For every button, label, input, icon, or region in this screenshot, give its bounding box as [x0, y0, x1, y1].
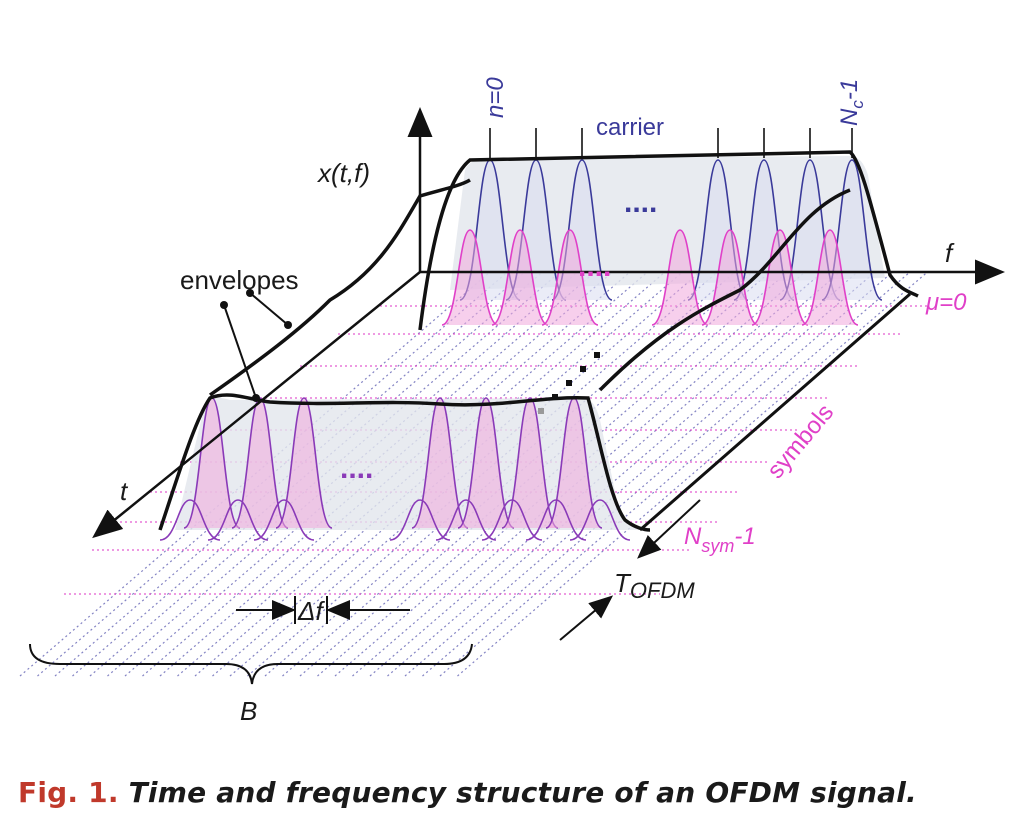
last-carrier-label: Nc-1: [836, 79, 867, 126]
bandwidth-label: B: [240, 696, 257, 726]
carrier-label: carrier: [596, 114, 664, 141]
t-ofdm-label: TOFDM: [614, 568, 695, 603]
delta-f-label: Δf: [297, 596, 325, 626]
t-axis: [92, 271, 421, 539]
t-ofdm-arrow-2: [559, 595, 614, 641]
nsym-label: Nsym-1: [684, 523, 756, 556]
ellipsis-front-purple: ....: [340, 452, 373, 485]
caption-text: Time and frequency structure of an OFDM …: [128, 776, 917, 809]
ellipsis-back-blue: ....: [624, 186, 657, 219]
mu-zero-label: μ=0: [925, 289, 967, 316]
first-carrier-label: n=0: [482, 77, 509, 118]
envelope-pointer-1: [249, 292, 289, 326]
carrier-ticks: [489, 128, 853, 158]
f-axis-label: f: [945, 238, 955, 268]
x-axis-label: x(t,f): [316, 158, 370, 188]
figure-caption: Fig. 1. Time and frequency structure of …: [18, 776, 917, 809]
time-grid-lines: [19, 271, 928, 677]
svg-text:Nc-1: Nc-1: [836, 79, 867, 126]
front-symbol: [158, 393, 651, 541]
bandwidth-brace: [29, 643, 473, 685]
envelope-pointer-2: [223, 304, 257, 399]
t-axis-label: t: [120, 476, 129, 506]
symbols-edge: [639, 292, 911, 532]
back-symbol: [208, 150, 919, 397]
caption-number: Fig. 1.: [18, 776, 119, 809]
t-ofdm-arrow-1: [637, 499, 701, 559]
ofdm-structure-diagram: x(t,f) f t n=0 Nc-1 carrier envelopes μ=…: [19, 77, 1005, 726]
ellipsis-back-magenta: ....: [578, 250, 611, 283]
symbols-ellipsis-dots: [538, 352, 600, 414]
envelopes-label: envelopes: [180, 265, 299, 295]
